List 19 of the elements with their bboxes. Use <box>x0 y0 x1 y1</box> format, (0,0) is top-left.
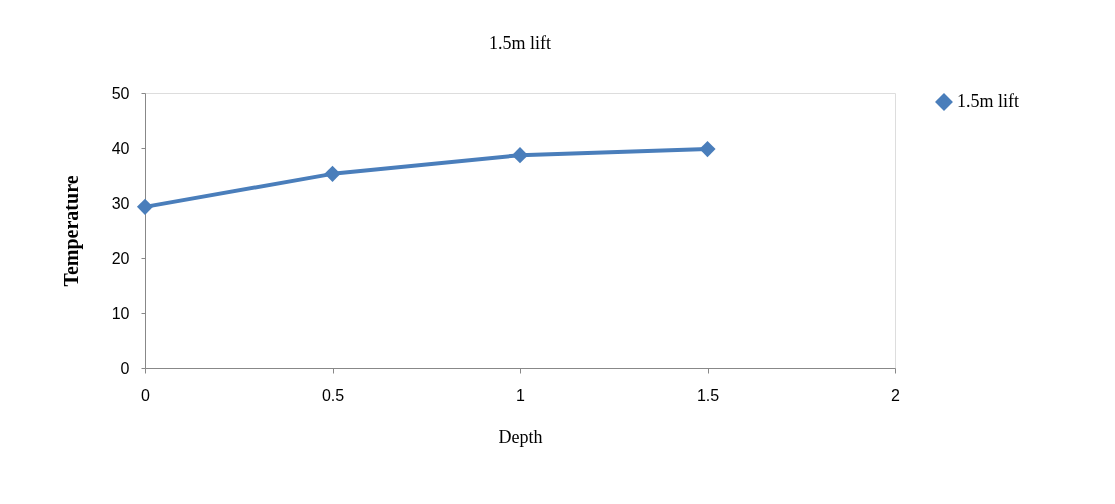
x-tick-label: 2 <box>891 386 901 404</box>
x-tick-label: 1.5 <box>696 386 720 404</box>
x-axis-title: Depth <box>498 426 543 447</box>
point <box>324 165 341 182</box>
x-tick-label: 0 <box>141 386 151 404</box>
y-tick-label: 10 <box>111 304 130 322</box>
x-tick-label: 0.5 <box>321 386 345 404</box>
x-tick-label: 1 <box>516 386 526 404</box>
y-tick-label: 0 <box>120 359 130 377</box>
point <box>136 198 154 215</box>
y-tick-label: 30 <box>111 194 130 212</box>
y-tick-label: 20 <box>111 249 130 267</box>
y-axis-title: Temperature <box>59 175 83 287</box>
legend-label: 1.5m lift <box>957 91 1019 111</box>
point <box>511 147 529 164</box>
y-tick-label: 50 <box>111 84 130 102</box>
point <box>699 141 716 158</box>
chart-title: 1.5m lift <box>489 33 551 53</box>
y-tick-label: 40 <box>111 139 130 157</box>
